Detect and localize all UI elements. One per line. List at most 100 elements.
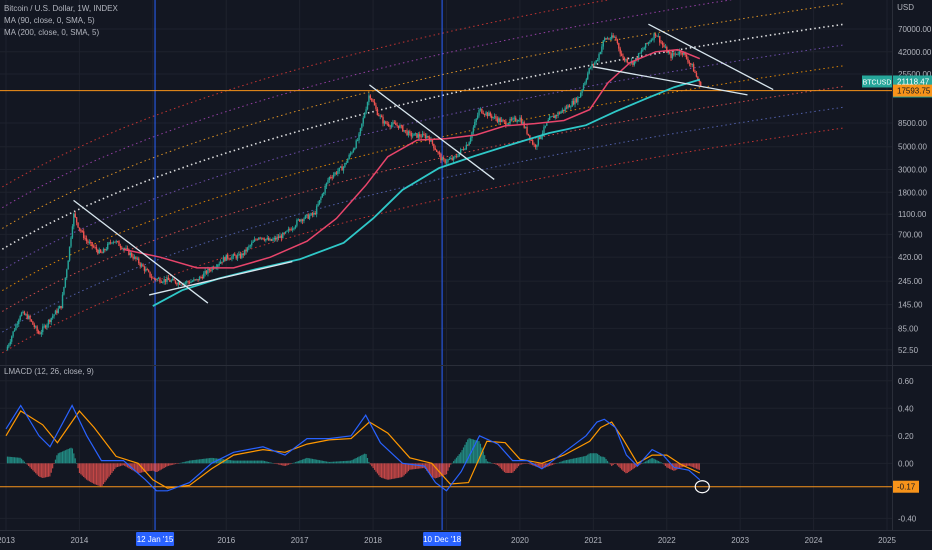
histogram-bar <box>698 463 700 470</box>
candle-body <box>190 281 192 283</box>
candle-body <box>578 97 580 98</box>
candle-body <box>587 73 589 80</box>
histogram-bar <box>176 463 178 464</box>
candle-body <box>431 139 434 144</box>
candle-body <box>327 180 329 183</box>
histogram-bar <box>526 463 528 464</box>
histogram-bar <box>311 458 314 464</box>
candle-body <box>605 38 607 40</box>
candle-body <box>98 249 100 254</box>
histogram-bar <box>436 463 438 479</box>
histogram-bar <box>516 463 518 468</box>
candle-body <box>35 326 37 328</box>
histogram-bar <box>63 450 65 464</box>
histogram-bar <box>256 460 258 464</box>
histogram-bar <box>78 463 81 474</box>
histogram-bar <box>629 463 631 472</box>
date-marker-box <box>136 532 175 546</box>
candle-body <box>529 135 531 141</box>
candle-body <box>12 331 14 337</box>
histogram-bar <box>20 458 23 464</box>
histogram-bar <box>379 463 381 478</box>
candle-body <box>157 278 160 280</box>
histogram-bar <box>242 460 244 464</box>
histogram-bar <box>417 463 419 469</box>
candle-body <box>451 158 453 160</box>
histogram-bar <box>587 454 589 464</box>
histogram-bar <box>605 459 607 464</box>
candle-body <box>306 214 308 216</box>
histogram-bar <box>371 463 373 467</box>
time-axis[interactable]: 2013201420152016201720182019202020212022… <box>0 532 896 546</box>
candle-body <box>620 53 623 56</box>
histogram-bar <box>211 457 213 464</box>
candle-body <box>207 268 209 274</box>
candle-body <box>633 61 636 65</box>
candle-body <box>690 63 692 65</box>
candle-body <box>440 154 442 161</box>
candle-body <box>657 36 660 37</box>
candle-body <box>443 157 445 160</box>
histogram-bar <box>280 463 282 466</box>
histogram-bar <box>317 459 319 464</box>
histogram-bar <box>670 463 672 470</box>
histogram-bar <box>220 458 222 464</box>
histogram-bar <box>653 458 655 464</box>
candle-body <box>49 319 51 322</box>
candle-body <box>404 130 407 132</box>
candle-body <box>591 64 593 68</box>
histogram-bar <box>132 463 134 471</box>
time-tick-2020: 2020 <box>511 536 529 545</box>
ma90-legend[interactable]: MA (90, close, 0, SMA, 5) <box>4 16 95 25</box>
candle-body <box>54 310 57 315</box>
candle-body <box>468 142 470 146</box>
candle-body <box>63 286 65 295</box>
histogram-bar <box>8 456 10 464</box>
histogram-bar <box>289 463 291 465</box>
candle-body <box>663 44 665 48</box>
histogram-bar <box>265 461 267 464</box>
histogram-bar <box>499 463 501 468</box>
grid <box>0 0 892 530</box>
candle-body <box>145 269 147 271</box>
histogram-bar <box>105 463 107 481</box>
histogram-bar <box>407 463 410 472</box>
macd-axis[interactable]: 0.60 0.40 0.20 0.00 -0.40 <box>898 377 917 524</box>
candle-body <box>697 76 699 81</box>
price-axis[interactable]: 70000.00 42000.00 25500.00 8500.00 5000.00 30… <box>898 25 932 355</box>
candle-body <box>642 49 644 51</box>
histogram-bar <box>369 463 371 465</box>
candle-body <box>606 38 609 40</box>
time-tick-2016: 2016 <box>217 536 235 545</box>
histogram-bar <box>159 463 161 471</box>
candle-body <box>155 278 157 280</box>
candle-body <box>414 133 417 134</box>
histogram-bar <box>687 463 689 466</box>
histogram-bar <box>598 455 600 464</box>
histogram-bar <box>618 463 620 467</box>
histogram-bar <box>684 463 686 467</box>
candle-body <box>239 253 242 258</box>
time-tick-2024: 2024 <box>805 536 823 545</box>
histogram-bar <box>169 463 171 466</box>
candle-body <box>303 218 305 222</box>
candle-body <box>160 282 163 283</box>
histogram-bar <box>227 459 229 464</box>
macd-tick-label: -0.40 <box>898 514 917 523</box>
candle-body <box>94 246 96 248</box>
lmacd-legend[interactable]: LMACD (12, 26, close, 9) <box>4 367 94 376</box>
candle-body <box>325 182 328 187</box>
histogram-bar <box>335 461 338 464</box>
histogram-bar <box>204 458 206 464</box>
candle-body <box>80 229 82 232</box>
candle-body <box>136 258 139 260</box>
histogram-bar <box>91 463 93 483</box>
symbol-title[interactable]: Bitcoin / U.S. Dollar, 1W, INDEX <box>4 4 118 13</box>
candle-body <box>338 167 340 172</box>
histogram-bar <box>116 463 119 467</box>
histogram-bar <box>414 463 417 470</box>
trendlines[interactable] <box>73 23 774 304</box>
histogram-bar <box>661 463 664 464</box>
ma200-legend[interactable]: MA (200, close, 0, SMA, 5) <box>4 28 100 37</box>
